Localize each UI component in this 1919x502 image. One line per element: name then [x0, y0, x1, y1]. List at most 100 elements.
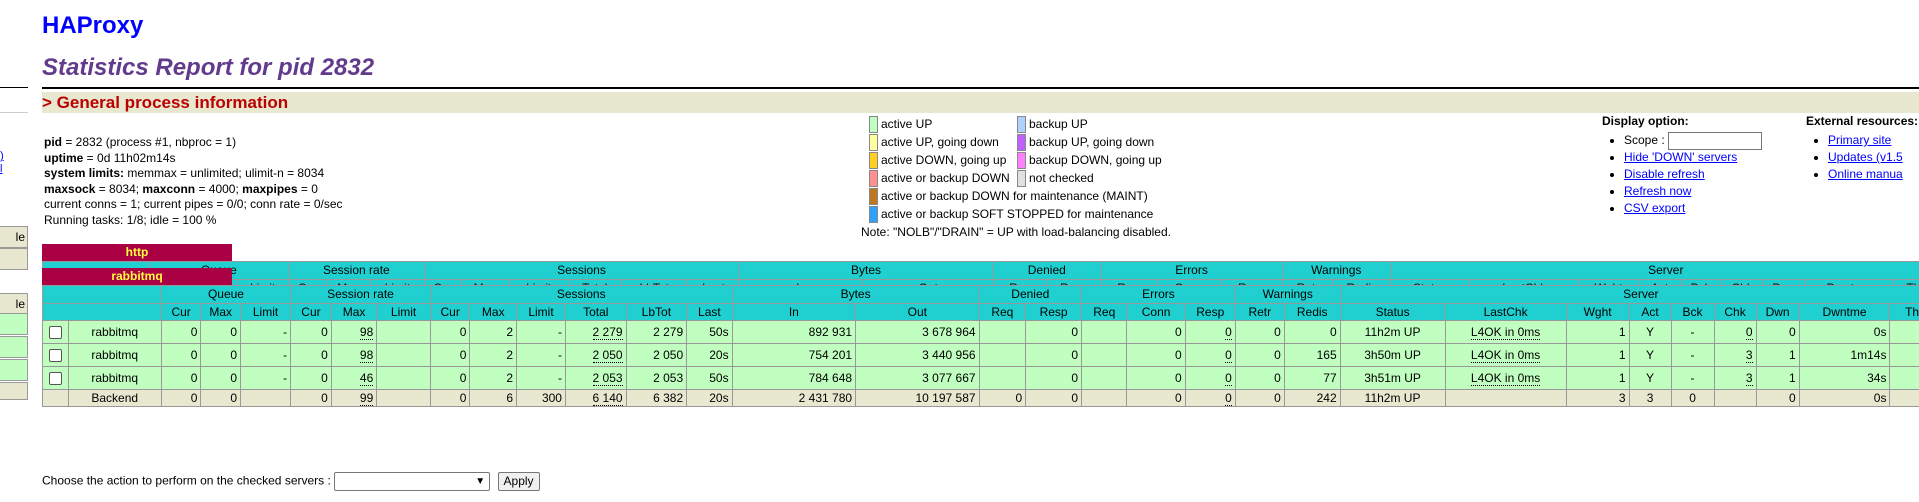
stat-cell: 0 — [429, 320, 471, 344]
stat-cell: 6 — [469, 389, 518, 407]
cell-value: 3 678 964 — [922, 324, 976, 339]
stat-cell — [978, 366, 1027, 390]
header-session-rate: Session rate — [290, 285, 431, 304]
stat-cell: 0 — [200, 320, 241, 344]
stat-cell: 0 — [1184, 320, 1236, 344]
cell-value: - — [557, 324, 562, 339]
stat-cell: 3 — [1713, 343, 1757, 367]
scope-label: Scope : — [1624, 133, 1665, 148]
cell-value[interactable]: L4OK in 0ms — [1470, 324, 1541, 340]
cell-value: 0 — [1175, 347, 1182, 362]
col-cur: Cur — [290, 303, 332, 321]
stat-cell: 0 — [200, 366, 241, 390]
col-resp: Resp — [1025, 303, 1083, 321]
stat-cell: 2 050 — [625, 343, 688, 367]
cell-value: 77 — [1323, 370, 1337, 385]
limits-label: system limits: — [44, 166, 125, 180]
cell-value: 892 931 — [808, 324, 853, 339]
refresh-now-link[interactable]: Refresh now — [1624, 184, 1692, 198]
legend-note: Note: "NOLB"/"DRAIN" = UP with load-bala… — [861, 225, 1171, 239]
cell-value: 0 — [321, 370, 328, 385]
action-select[interactable]: ▼ — [334, 472, 491, 491]
stat-cell: - — [1889, 366, 1919, 390]
cell-value: 0 — [1745, 324, 1753, 340]
legend-item: active DOWN, going up — [869, 152, 1006, 169]
cell-value[interactable]: L4OK in 0ms — [1470, 370, 1541, 386]
proxy-name-rabbitmq[interactable]: rabbitmq — [42, 268, 232, 285]
stat-cell: 0 — [1126, 343, 1186, 367]
col-thrtle: Thrt — [1889, 303, 1919, 321]
cell-value: 2 050 — [653, 347, 684, 362]
scope-input[interactable] — [1668, 132, 1763, 150]
legend-item: backup UP, going down — [1017, 134, 1154, 151]
stat-cell: 784 648 — [731, 366, 857, 390]
cell-value: - — [283, 324, 288, 339]
cell-value: 10 197 587 — [915, 390, 976, 405]
sidebar-link[interactable]: ) — [0, 150, 4, 162]
cell-value: 0s — [1873, 390, 1887, 405]
cell-value[interactable]: L4OK in 0ms — [1470, 347, 1541, 363]
action-label: Choose the action to perform on the chec… — [42, 473, 331, 488]
cell-value: 99 — [359, 390, 374, 406]
stat-cell: 0 — [1234, 343, 1285, 367]
header-server: Server — [1389, 261, 1919, 280]
conns-line: current conns = 1; current pipes = 0/0; … — [44, 197, 343, 211]
stat-cell: - — [239, 343, 292, 367]
apply-button[interactable]: Apply — [497, 472, 540, 491]
legend-swatch — [1017, 152, 1026, 169]
proxy-name-http[interactable]: http — [42, 244, 232, 261]
row-name: Backend — [67, 389, 162, 407]
cell-value: 1 — [1618, 324, 1626, 339]
stat-cell — [1081, 320, 1128, 344]
cell-value: 3 — [1745, 347, 1753, 363]
stat-cell: 0 — [1126, 366, 1186, 390]
stat-cell: 10 197 587 — [855, 389, 980, 407]
legend-item: backup UP — [1017, 116, 1088, 133]
legend-item: active UP, going down — [869, 134, 999, 151]
cell-value: 0 — [459, 390, 467, 405]
stat-cell: - — [1889, 343, 1919, 367]
cell-value: 1 — [1618, 347, 1626, 362]
stat-cell: 0 — [1025, 320, 1083, 344]
stat-cell: Y — [1628, 320, 1672, 344]
legend-item: active or backup DOWN — [869, 170, 1010, 187]
cell-value: 0 — [230, 370, 237, 385]
stat-cell: 2 279 — [564, 320, 627, 344]
sidebar-cell — [0, 336, 28, 358]
cell-value: 50s — [709, 370, 729, 385]
disable-refresh-link[interactable]: Disable refresh — [1624, 167, 1705, 181]
stat-cell: 300 — [516, 389, 566, 407]
cell-value: 2 279 — [653, 324, 684, 339]
sidebar-link[interactable]: l — [0, 163, 3, 175]
updates-link[interactable]: Updates (v1.5 — [1828, 150, 1903, 164]
cell-value: 165 — [1316, 347, 1337, 362]
cell-value: 3 — [1646, 390, 1654, 405]
online-manual-link[interactable]: Online manua — [1828, 167, 1903, 181]
col-in: In — [731, 303, 857, 321]
legend-swatch — [869, 206, 878, 223]
cell-value: 1 — [1788, 370, 1796, 385]
csv-export-link[interactable]: CSV export — [1624, 201, 1686, 215]
cell-value: 20s — [709, 347, 729, 362]
primary-site-link[interactable]: Primary site — [1828, 133, 1892, 147]
server-checkbox[interactable] — [48, 325, 62, 339]
cell-value: 2 053 — [653, 370, 684, 385]
cell-value: 0 — [1274, 370, 1281, 385]
stat-cell: - — [516, 343, 566, 367]
cell-value: 46 — [359, 370, 374, 386]
server-checkbox[interactable] — [48, 371, 62, 385]
stat-cell: L4OK in 0ms — [1444, 320, 1567, 344]
legend-swatch — [1017, 170, 1026, 187]
stat-cell: 1 — [1565, 343, 1630, 367]
cell-value: 0 — [1689, 390, 1696, 405]
stat-cell — [376, 366, 431, 390]
cell-value: 6 382 — [653, 390, 684, 405]
maxconn-label: maxconn — [142, 181, 196, 196]
cell-value: Y — [1646, 347, 1655, 362]
header-denied: Denied — [992, 261, 1102, 280]
cell-value: 3 — [1618, 390, 1626, 405]
legend-item: backup DOWN, going up — [1017, 152, 1162, 169]
uptime-label: uptime — [44, 150, 84, 165]
server-checkbox[interactable] — [48, 348, 62, 362]
hide-down-servers-link[interactable]: Hide 'DOWN' servers — [1624, 150, 1738, 164]
